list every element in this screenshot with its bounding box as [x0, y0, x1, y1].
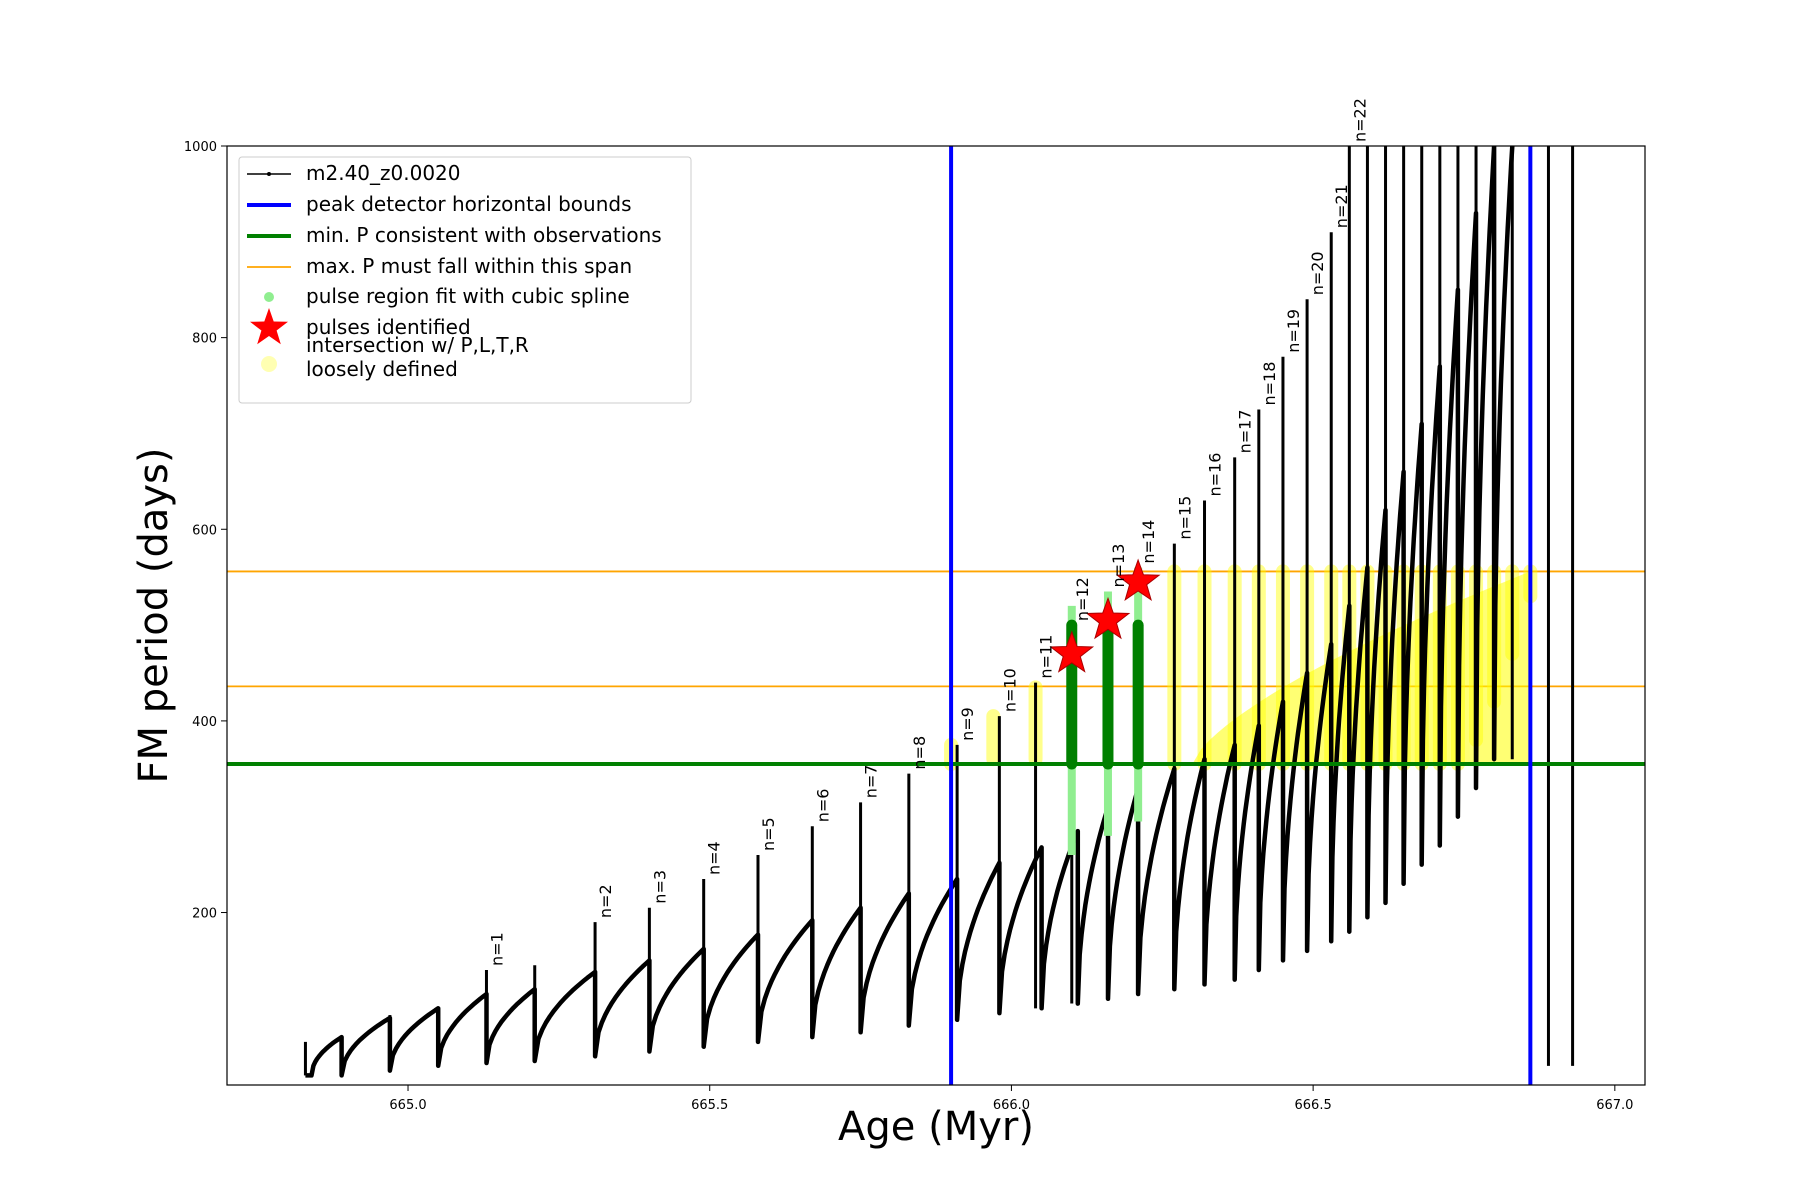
legend-entry-4: max. P must fall within this span — [247, 254, 632, 278]
x-tick-label-4: 666.5 — [1295, 1098, 1332, 1113]
x-tick-label-5: 667.0 — [1596, 1098, 1633, 1113]
legend-swatch-star — [250, 308, 288, 345]
legend-entry-4-label: max. P must fall within this span — [306, 254, 632, 278]
pulse-label-n=20: n=20 — [1308, 251, 1327, 295]
pulse-label-n=18: n=18 — [1260, 362, 1279, 406]
pulse-label-n=4: n=4 — [705, 841, 724, 875]
pulse-label-n=5: n=5 — [759, 817, 778, 851]
legend-entry-2: peak detector horizontal bounds — [247, 192, 632, 216]
loose-intersection-band — [1192, 571, 1531, 764]
x-tick-label-3: 666.0 — [993, 1098, 1030, 1113]
pulse-label-n=21: n=21 — [1332, 184, 1351, 228]
legend-entry-1-label: m2.40_z0.0020 — [306, 161, 461, 185]
legend-entry-3-label: min. P consistent with observations — [306, 223, 662, 247]
pulse-label-n=7: n=7 — [862, 765, 881, 799]
x-axis-label: Age (Myr) — [838, 1104, 1034, 1150]
pulse-label-n=9: n=9 — [958, 707, 977, 741]
pulse-label-n=15: n=15 — [1175, 496, 1194, 540]
plot-frame — [226, 145, 1646, 1086]
x-tick-label-1: 665.0 — [389, 1098, 426, 1113]
pulse-label-n=8: n=8 — [910, 736, 929, 770]
pulse-label-n=12: n=12 — [1073, 577, 1092, 621]
pulse-label-n=2: n=2 — [596, 884, 615, 918]
y-tick-label-4: 800 — [192, 332, 217, 347]
legend-entry-2-label: peak detector horizontal bounds — [306, 192, 632, 216]
y-tick-label-3: 600 — [192, 523, 217, 538]
pulse-identified-star-2 — [1085, 596, 1131, 640]
pulse-label-n=11: n=11 — [1037, 635, 1056, 679]
legend-swatch-spline — [264, 292, 274, 302]
pulse-label-n=19: n=19 — [1284, 309, 1303, 353]
y-axis-label: FM period (days) — [131, 448, 177, 784]
legend-swatch-track-dot — [267, 172, 271, 176]
legend-entry-7-label-2: loosely defined — [306, 357, 458, 381]
pulse-label-n=3: n=3 — [650, 870, 669, 904]
legend-entry-7-label-1: intersection w/ P,L,T,R — [306, 333, 529, 357]
pulse-label-n=1: n=1 — [488, 932, 507, 966]
y-tick-label-5: 1000 — [184, 140, 217, 155]
legend-entry-5-label: pulse region fit with cubic spline — [306, 284, 630, 308]
pulse-label-n=14: n=14 — [1139, 520, 1158, 564]
legend-entry-1: m2.40_z0.0020 — [247, 161, 461, 185]
pulse-identified-star-3 — [1115, 558, 1161, 601]
legend-entry-5: pulse region fit with cubic spline — [264, 284, 630, 308]
x-tick-label-2: 665.5 — [691, 1098, 728, 1113]
pulse-identified-star-1 — [1049, 630, 1095, 673]
legend-entry-3: min. P consistent with observations — [247, 223, 662, 247]
y-tick-label-2: 400 — [192, 715, 217, 730]
legend-swatch-loose — [261, 356, 277, 372]
model-track-line — [305, 146, 1515, 1078]
pulse-label-n=22: n=22 — [1350, 98, 1369, 142]
axes: n=1 n=2 n=3 n=4 n=5 n=6 n=7 n=8 n=9 n=10 n=11 n=12 n… — [131, 98, 1646, 1150]
pulse-label-n=13: n=13 — [1109, 544, 1128, 588]
pulse-label-n=6: n=6 — [813, 789, 832, 823]
pulse-label-n=10: n=10 — [1000, 668, 1019, 712]
plot-area — [227, 146, 1645, 1085]
pulse-label-n=16: n=16 — [1206, 453, 1225, 497]
y-tick-label-1: 200 — [192, 907, 217, 922]
legend-entry-6-label: pulses identified — [306, 315, 471, 339]
pulse-label-n=17: n=17 — [1236, 409, 1255, 453]
legend-entry-6: pulses identified — [250, 308, 471, 345]
legend-box — [238, 156, 692, 404]
